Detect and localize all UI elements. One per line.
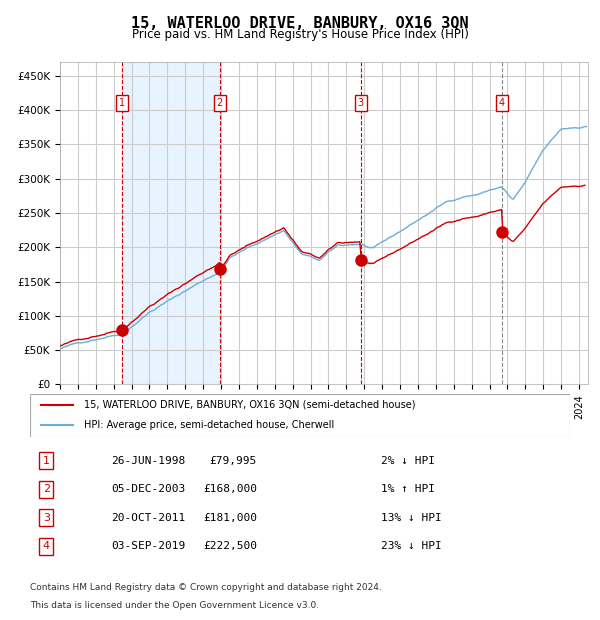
Text: Price paid vs. HM Land Registry's House Price Index (HPI): Price paid vs. HM Land Registry's House … <box>131 28 469 41</box>
Text: 05-DEC-2003: 05-DEC-2003 <box>111 484 185 494</box>
Text: 1% ↑ HPI: 1% ↑ HPI <box>381 484 435 494</box>
Text: 15, WATERLOO DRIVE, BANBURY, OX16 3QN (semi-detached house): 15, WATERLOO DRIVE, BANBURY, OX16 3QN (s… <box>84 399 415 410</box>
Text: 15, WATERLOO DRIVE, BANBURY, OX16 3QN: 15, WATERLOO DRIVE, BANBURY, OX16 3QN <box>131 16 469 30</box>
Text: 2% ↓ HPI: 2% ↓ HPI <box>381 456 435 466</box>
Text: 2: 2 <box>43 484 50 494</box>
Text: 2: 2 <box>217 98 223 108</box>
Text: £222,500: £222,500 <box>203 541 257 551</box>
Text: 1: 1 <box>119 98 125 108</box>
FancyBboxPatch shape <box>30 394 570 437</box>
Text: 20-OCT-2011: 20-OCT-2011 <box>111 513 185 523</box>
Text: Contains HM Land Registry data © Crown copyright and database right 2024.: Contains HM Land Registry data © Crown c… <box>30 583 382 592</box>
Bar <box>122 62 220 384</box>
Text: 3: 3 <box>358 98 364 108</box>
Text: £168,000: £168,000 <box>203 484 257 494</box>
Text: 4: 4 <box>43 541 50 551</box>
Text: £181,000: £181,000 <box>203 513 257 523</box>
Text: 3: 3 <box>43 513 50 523</box>
Text: 23% ↓ HPI: 23% ↓ HPI <box>381 541 442 551</box>
Text: 4: 4 <box>499 98 505 108</box>
Text: 13% ↓ HPI: 13% ↓ HPI <box>381 513 442 523</box>
Text: HPI: Average price, semi-detached house, Cherwell: HPI: Average price, semi-detached house,… <box>84 420 334 430</box>
Text: £79,995: £79,995 <box>209 456 257 466</box>
Text: 03-SEP-2019: 03-SEP-2019 <box>111 541 185 551</box>
Text: This data is licensed under the Open Government Licence v3.0.: This data is licensed under the Open Gov… <box>30 601 319 611</box>
Text: 1: 1 <box>43 456 50 466</box>
Text: 26-JUN-1998: 26-JUN-1998 <box>111 456 185 466</box>
